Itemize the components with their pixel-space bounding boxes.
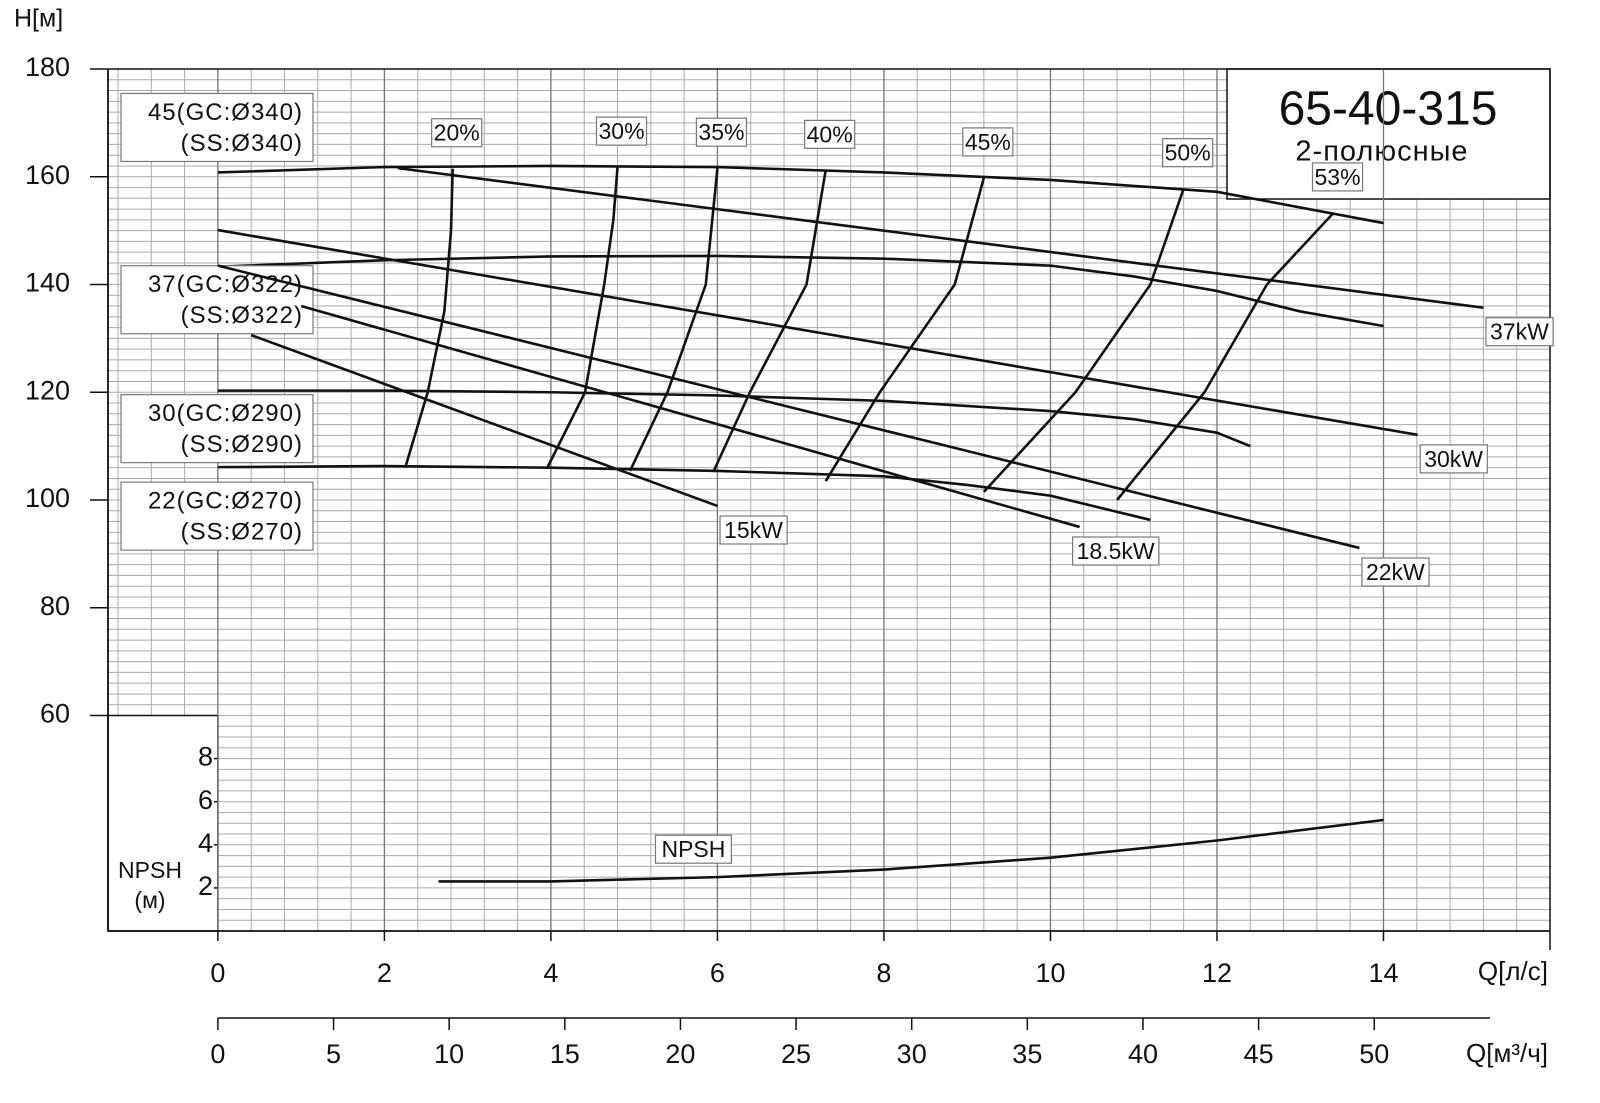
power-label: 15kW — [724, 517, 783, 543]
power-line — [217, 228, 1418, 437]
label-box — [120, 394, 314, 464]
title-box — [1226, 68, 1551, 200]
x2-tick-label: 50 — [1359, 1039, 1389, 1069]
efficiency-line — [824, 177, 986, 482]
label-box — [654, 834, 732, 864]
x-tick-label: 2 — [377, 958, 392, 988]
y2-axis-label: NPSH — [118, 857, 182, 883]
y-tick-label: 140 — [25, 268, 70, 298]
label-box — [1485, 317, 1554, 347]
label-box — [695, 117, 748, 147]
curve-label: (SS:Ø322) — [181, 302, 303, 329]
curve-label: (SS:Ø340) — [181, 130, 303, 157]
x2-tick-label: 10 — [434, 1039, 464, 1069]
head-line — [217, 464, 1151, 522]
label-box — [1419, 444, 1488, 474]
x2-tick-label: 5 — [326, 1039, 341, 1069]
npsh-label: NPSH — [661, 836, 725, 862]
x2-tick-label: 25 — [781, 1039, 811, 1069]
efficiency-line — [628, 168, 719, 472]
label-box — [120, 481, 314, 551]
efficiency-label: 45% — [965, 129, 1011, 155]
power-label: 18.5kW — [1077, 538, 1155, 564]
npsh-line — [438, 818, 1384, 883]
label-box — [1072, 536, 1160, 566]
x-tick-label: 0 — [210, 958, 225, 988]
x-axis-label: Q[л/с] — [1478, 956, 1548, 986]
x2-axis-label: Q[м³/ч] — [1466, 1038, 1548, 1068]
x2-tick-label: 40 — [1128, 1039, 1158, 1069]
curve-label: 30(GC:Ø290) — [148, 400, 303, 427]
label-box — [1361, 557, 1430, 587]
efficiency-label: 30% — [599, 118, 645, 144]
y2-tick-label: 8 — [198, 742, 213, 772]
chart-subtitle: 2-полюсные — [1295, 136, 1468, 168]
x2-tick-label: 20 — [665, 1039, 695, 1069]
efficiency-line — [403, 168, 454, 469]
efficiency-label: 35% — [698, 119, 744, 145]
label-box — [1162, 138, 1214, 168]
y2-tick-label: 4 — [198, 828, 213, 858]
y2-axis-unit: (м) — [134, 887, 165, 913]
x-tick-label: 4 — [543, 958, 558, 988]
y-tick-label: 180 — [25, 52, 70, 82]
efficiency-label: 53% — [1315, 164, 1361, 190]
head-line — [217, 389, 1251, 448]
y2-tick-label: 2 — [198, 871, 213, 901]
power-line — [300, 304, 1080, 529]
curve-label: 22(GC:Ø270) — [148, 487, 303, 514]
label-box — [719, 515, 788, 545]
x-tick-label: 6 — [710, 958, 725, 988]
y-tick-label: 60 — [40, 699, 70, 729]
label-box — [595, 116, 648, 146]
y-tick-label: 100 — [25, 483, 70, 513]
x2-tick-label: 35 — [1012, 1039, 1042, 1069]
curve-label: (SS:Ø290) — [181, 431, 303, 458]
y-tick-label: 80 — [40, 591, 70, 621]
efficiency-label: 50% — [1165, 140, 1211, 166]
efficiency-label: 40% — [807, 121, 853, 147]
y-tick-label: 160 — [25, 160, 70, 190]
y-axis-label: H[м] — [14, 5, 63, 33]
efficiency-line — [982, 188, 1185, 493]
head-line — [217, 164, 1384, 225]
power-line — [217, 264, 1360, 550]
x-tick-label: 12 — [1202, 958, 1232, 988]
power-label: 22kW — [1366, 559, 1425, 585]
label-box — [804, 119, 856, 149]
y-tick-label: 120 — [25, 375, 70, 405]
efficiency-label: 20% — [434, 120, 480, 146]
x-tick-label: 10 — [1035, 958, 1065, 988]
x2-tick-label: 15 — [550, 1039, 580, 1069]
x2-tick-label: 30 — [897, 1039, 927, 1069]
power-line — [250, 333, 718, 508]
power-label: 30kW — [1424, 446, 1483, 472]
x2-tick-label: 45 — [1244, 1039, 1274, 1069]
power-label: 37kW — [1490, 319, 1549, 345]
efficiency-line — [545, 166, 619, 470]
curve-label: 45(GC:Ø340) — [148, 99, 303, 126]
efficiency-line — [712, 170, 827, 473]
curve-label: 37(GC:Ø322) — [148, 271, 303, 298]
label-box — [120, 92, 314, 163]
power-line — [397, 166, 1484, 309]
x2-tick-label: 0 — [210, 1039, 225, 1069]
label-box — [1311, 162, 1364, 192]
efficiency-line — [1116, 211, 1335, 501]
x-tick-label: 8 — [876, 958, 891, 988]
label-box — [962, 127, 1014, 157]
x-tick-label: 14 — [1368, 958, 1398, 988]
chart-title: 65-40-315 — [1279, 83, 1498, 136]
label-box — [120, 265, 314, 335]
head-line — [217, 254, 1384, 328]
curve-label: (SS:Ø270) — [181, 518, 303, 545]
label-box — [431, 118, 483, 148]
y2-tick-label: 6 — [198, 785, 213, 815]
